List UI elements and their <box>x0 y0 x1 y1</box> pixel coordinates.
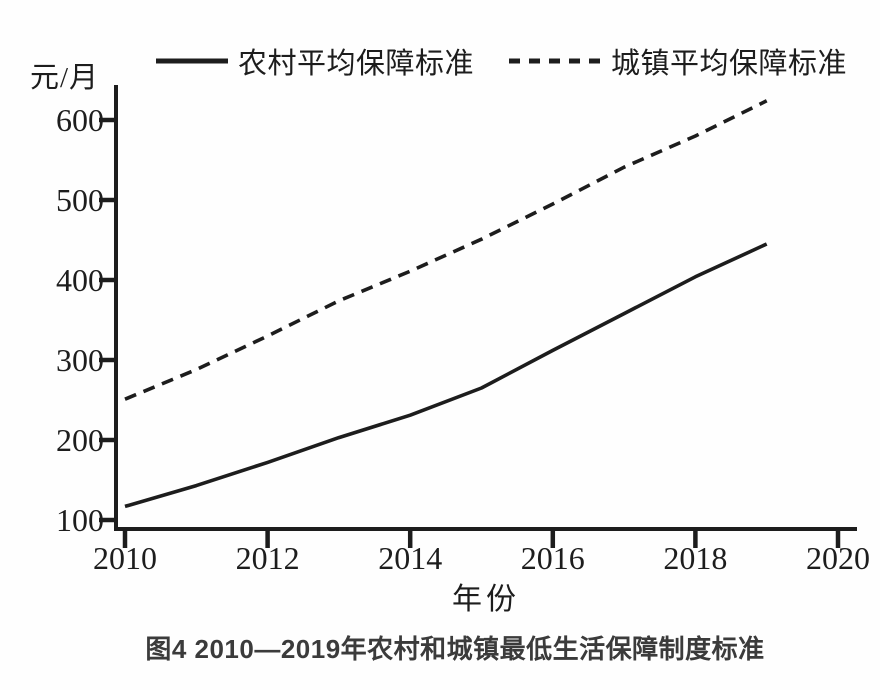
y-tick-label: 200 <box>56 422 104 458</box>
urban-series-line <box>124 99 768 401</box>
x-tick-label: 2010 <box>93 540 157 576</box>
y-axis-unit-label: 元/月 <box>30 62 100 94</box>
y-tick-label: 300 <box>56 342 104 378</box>
x-tick-label: 2014 <box>378 540 443 576</box>
x-tick-label: 2018 <box>663 540 728 576</box>
chart-legend: 农村平均保障标准 城镇平均保障标准 <box>155 40 847 82</box>
solid-line-swatch-icon <box>156 58 228 64</box>
rural-series-line <box>124 242 768 509</box>
x-tick-label: 2016 <box>520 540 585 576</box>
figure-caption: 图4 2010—2019年农村和城镇最低生活保障制度标准 <box>145 634 765 664</box>
y-tick-label: 400 <box>56 262 104 298</box>
legend-label-urban: 城镇平均保障标准 <box>611 48 848 80</box>
x-tick-label: 2012 <box>235 540 300 576</box>
legend-label-rural: 农村平均保障标准 <box>238 48 475 80</box>
legend-item-rural: 农村平均保障标准 <box>155 40 474 82</box>
y-tick-label: 600 <box>56 102 104 138</box>
dashed-line-swatch-icon <box>509 58 602 64</box>
y-tick-label: 100 <box>56 502 104 538</box>
y-tick-label: 500 <box>56 182 104 218</box>
x-axis-title: 年份 <box>452 583 520 616</box>
x-tick-label: 2020 <box>806 540 870 576</box>
legend-item-urban: 城镇平均保障标准 <box>508 40 847 82</box>
